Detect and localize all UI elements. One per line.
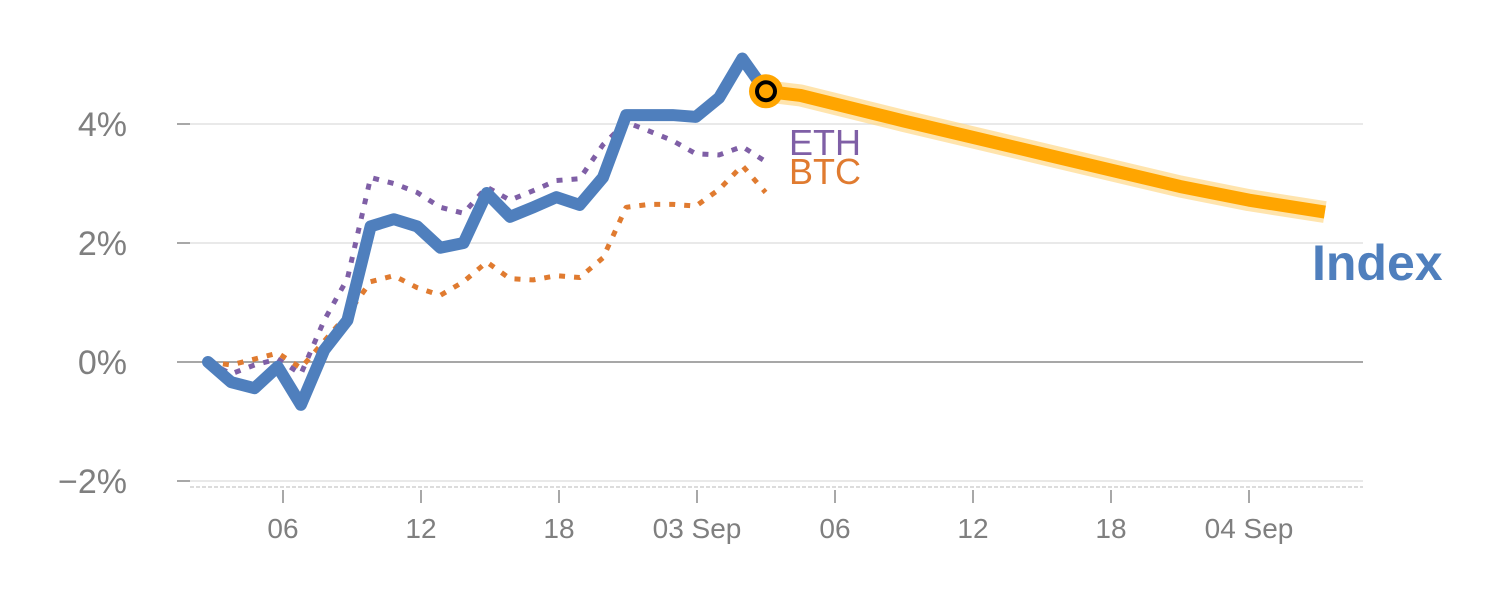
forecast-line: [765, 84, 1326, 219]
y-tick-label: −2%: [58, 463, 127, 501]
y-tick-label: 0%: [78, 344, 127, 382]
x-tick-label: 06: [819, 513, 850, 544]
x-tick-label: 12: [957, 513, 988, 544]
x-tick-label: 18: [543, 513, 574, 544]
index-line: [202, 52, 772, 411]
btc-label: BTC: [789, 151, 861, 192]
x-tick-label: 04 Sep: [1205, 513, 1294, 544]
series-labels: ETH BTC Index: [789, 122, 1443, 291]
eth-label: ETH: [789, 122, 861, 163]
x-tick-label: 12: [405, 513, 436, 544]
eth-line: [206, 119, 767, 377]
index-label: Index: [1312, 235, 1443, 291]
x-tick-label: 03 Sep: [653, 513, 742, 544]
y-axis: 4% 2% 0% −2%: [58, 106, 190, 501]
gridlines: [190, 123, 1363, 488]
x-tick-label: 06: [267, 513, 298, 544]
btc-line: [207, 163, 768, 371]
x-tick-label: 18: [1095, 513, 1126, 544]
y-tick-label: 2%: [78, 225, 127, 263]
x-axis: 06 12 18 03 Sep 06 12 18 04 Sep: [267, 490, 1293, 544]
latest-point-ring: [755, 80, 777, 103]
series: [202, 52, 1327, 411]
y-tick-label: 4%: [78, 106, 127, 144]
